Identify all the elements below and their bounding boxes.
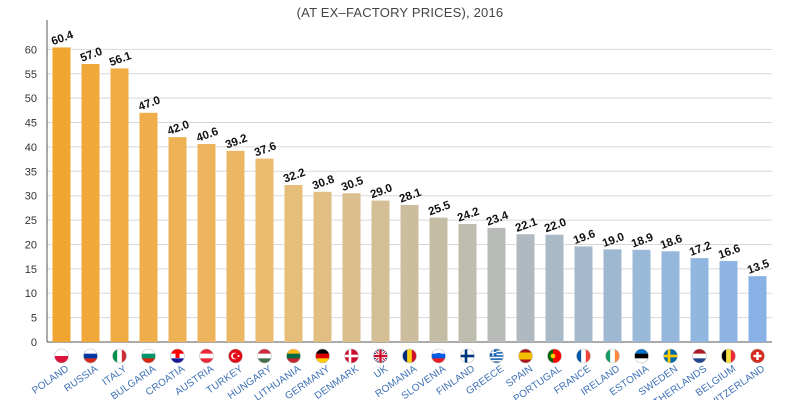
y-tick-label: 45: [25, 118, 37, 130]
bar-netherlands: [690, 258, 709, 342]
bar-austria: [197, 143, 216, 342]
value-label: 17.2: [688, 240, 713, 259]
value-label: 60.4: [50, 29, 76, 48]
lithuania-flag-icon: [286, 348, 301, 364]
y-tick-label: 0: [31, 337, 37, 349]
estonia-flag-icon: [634, 348, 649, 364]
bar-russia: [81, 64, 100, 342]
turkey-flag-icon: [228, 348, 243, 364]
bar-lithuania: [284, 184, 303, 342]
austria-flag-icon: [199, 348, 214, 364]
bar-poland: [52, 47, 71, 343]
ireland-flag-icon: [605, 348, 620, 364]
value-label: 18.6: [659, 233, 684, 252]
value-label: 30.8: [311, 173, 337, 192]
value-label: 22.0: [543, 216, 568, 235]
italy-flag-icon: [112, 348, 127, 364]
russia-flag-icon: [83, 348, 98, 364]
y-tick-label: 25: [25, 215, 37, 227]
bar-uk: [371, 200, 390, 342]
value-label: 19.0: [601, 231, 626, 250]
value-label: 47.0: [137, 94, 162, 113]
value-label: 28.1: [398, 186, 424, 205]
sweden-flag-icon: [663, 348, 678, 364]
bar-greece: [487, 227, 506, 342]
value-label: 16.6: [717, 243, 742, 262]
switzerland-flag-icon: [750, 348, 765, 364]
y-tick-label: 40: [25, 142, 37, 154]
y-tick-label: 20: [25, 239, 37, 251]
greece-flag-icon: [489, 348, 504, 364]
netherlands-flag-icon: [692, 348, 707, 364]
bar-denmark: [342, 193, 361, 342]
bar-germany: [313, 191, 332, 342]
category-label: POLAND: [30, 363, 71, 396]
poland-flag-icon: [54, 348, 69, 364]
y-tick-label: 5: [31, 313, 37, 325]
y-axis: 0 5 10 15 20 25 30 35 40 45 50 55 60: [25, 20, 772, 349]
france-flag-icon: [576, 348, 591, 364]
slovenia-flag-icon: [431, 348, 446, 364]
croatia-flag-icon: [170, 348, 185, 364]
bar-slovenia: [429, 217, 448, 342]
category-label: UK: [372, 363, 390, 380]
bar-turkey: [226, 150, 245, 342]
value-label: 42.0: [166, 119, 191, 138]
bar-sweden: [661, 251, 680, 342]
portugal-flag-icon: [547, 348, 562, 364]
y-tick-label: 50: [25, 93, 37, 105]
germany-flag-icon: [315, 348, 330, 364]
spain-flag-icon: [518, 348, 533, 364]
chart-subtitle: (AT EX–FACTORY PRICES), 2016: [296, 5, 504, 20]
flags: [54, 348, 765, 364]
bar-bulgaria: [139, 112, 158, 343]
romania-flag-icon: [402, 348, 417, 364]
bar-portugal: [545, 234, 564, 342]
value-label: 56.1: [108, 50, 134, 69]
value-label: 18.9: [630, 232, 655, 251]
value-label: 13.5: [746, 258, 772, 277]
value-label: 40.6: [195, 126, 220, 145]
bar-ireland: [603, 249, 622, 342]
value-label: 39.2: [224, 133, 249, 152]
value-labels: 60.457.0 56.1 47.042.0 40.6 39.2 37.632.2 30.8…: [50, 29, 772, 277]
belgium-flag-icon: [721, 348, 736, 364]
bar-croatia: [168, 137, 187, 342]
bar-finland: [458, 223, 477, 342]
denmark-flag-icon: [344, 348, 359, 364]
y-tick-label: 10: [25, 288, 37, 300]
bar-france: [574, 246, 593, 342]
value-label: 57.0: [79, 46, 104, 65]
y-tick-label: 30: [25, 191, 37, 203]
bar-switzerland: [748, 276, 767, 342]
bar-belgium: [719, 261, 738, 342]
hungary-flag-icon: [257, 348, 272, 364]
bar-spain: [516, 234, 535, 342]
value-label: 29.0: [369, 182, 394, 201]
bar-italy: [110, 68, 129, 343]
y-tick-label: 35: [25, 166, 37, 178]
value-label: 37.6: [253, 140, 278, 159]
y-tick-label: 60: [25, 44, 37, 56]
bar-romania: [400, 204, 419, 342]
bar-estonia: [632, 249, 651, 342]
value-label: 24.2: [456, 206, 481, 225]
value-label: 22.1: [514, 216, 540, 235]
uk-flag-icon: [373, 348, 388, 364]
value-label: 32.2: [282, 167, 307, 186]
bars: [52, 47, 767, 343]
bar-hungary: [255, 158, 274, 342]
finland-flag-icon: [460, 348, 475, 364]
bulgaria-flag-icon: [141, 348, 156, 364]
y-tick-label: 55: [25, 69, 37, 81]
value-label: 25.5: [427, 199, 453, 218]
value-label: 30.5: [340, 175, 366, 194]
y-tick-label: 15: [25, 264, 37, 276]
value-label: 23.4: [485, 209, 511, 228]
